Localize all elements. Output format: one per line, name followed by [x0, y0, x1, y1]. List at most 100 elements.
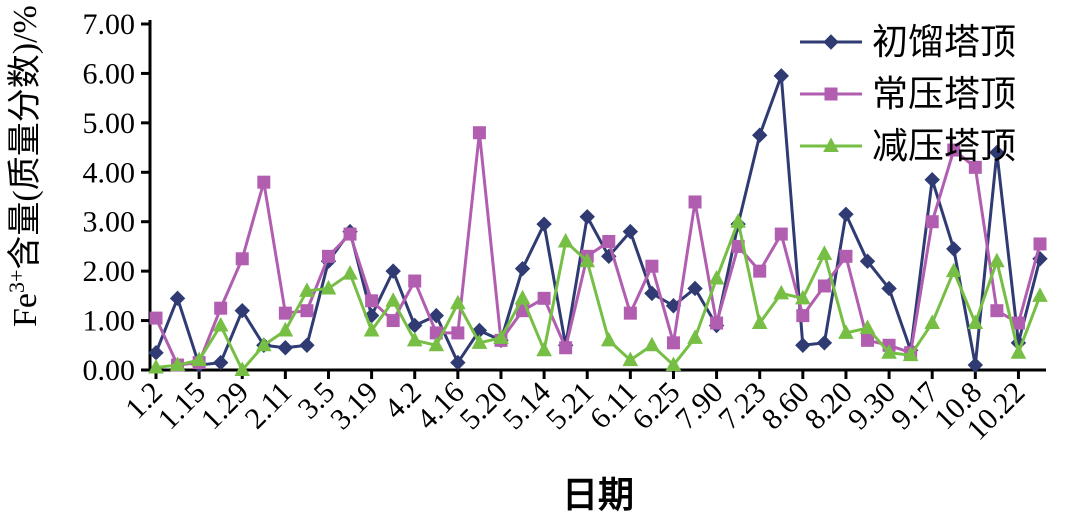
axis-titles: 日期 Fe3+含量(质量分数)/% [4, 5, 634, 515]
y-tick-label: 4.00 [83, 156, 136, 189]
y-tick-label: 1.00 [83, 305, 136, 338]
legend-label: 常压塔顶 [872, 74, 1016, 114]
triangle-marker-icon [169, 356, 186, 372]
triangle-marker-icon [989, 252, 1005, 268]
data-series [148, 68, 1048, 376]
legend-label: 减压塔顶 [872, 126, 1016, 166]
diamond-marker-icon [795, 337, 811, 353]
square-marker-icon [645, 259, 659, 273]
square-marker-icon [824, 87, 838, 101]
triangle-marker-icon [385, 292, 402, 307]
legend-label: 初馏塔顶 [872, 22, 1016, 62]
triangle-marker-icon [514, 289, 531, 305]
triangle-marker-icon [644, 336, 660, 352]
square-marker-icon [990, 304, 1004, 318]
square-marker-icon [149, 311, 163, 325]
triangle-marker-icon [838, 324, 854, 339]
triangle-marker-icon [687, 329, 703, 344]
square-marker-icon [796, 309, 810, 323]
y-tick-label: 6.00 [83, 57, 136, 90]
triangle-marker-icon [967, 314, 984, 330]
triangle-marker-icon [773, 284, 790, 300]
diamond-marker-icon [514, 260, 531, 277]
x-axis-title: 日期 [562, 475, 634, 515]
square-marker-icon [925, 215, 939, 229]
diamond-marker-icon [212, 354, 229, 371]
triangle-marker-icon [902, 346, 919, 362]
y-tick-label: 3.00 [83, 206, 136, 239]
diamond-marker-icon [169, 290, 186, 307]
triangle-marker-icon [191, 351, 207, 367]
diamond-marker-icon [881, 280, 897, 297]
square-marker-icon [666, 336, 680, 350]
y-tick-label: 5.00 [83, 107, 136, 140]
diamond-marker-icon [823, 34, 839, 50]
triangle-marker-icon [794, 289, 811, 305]
diamond-marker-icon [299, 337, 315, 353]
diamond-marker-icon [967, 357, 984, 373]
triangle-marker-icon [816, 245, 833, 260]
square-marker-icon [947, 143, 961, 157]
y-tick-label: 0.00 [83, 354, 136, 387]
triangle-marker-icon [859, 319, 876, 334]
square-marker-icon [257, 175, 271, 189]
diamond-marker-icon [816, 335, 833, 351]
y-axis-title: Fe3+含量(质量分数)/% [4, 5, 44, 327]
diamond-marker-icon [450, 354, 466, 371]
triangle-marker-icon [881, 344, 897, 359]
triangle-marker-icon [212, 316, 229, 332]
diamond-marker-icon [622, 223, 639, 240]
triangle-marker-icon [1032, 287, 1048, 302]
triangle-marker-icon [471, 334, 488, 349]
square-marker-icon [537, 291, 551, 305]
square-marker-icon [839, 249, 853, 263]
x-axis-ticks: 1.21.151.292.113.53.194.24.165.205.145.2… [119, 370, 1031, 447]
triangle-marker-icon [277, 321, 294, 337]
square-marker-icon [817, 279, 831, 293]
triangle-marker-icon [450, 294, 466, 310]
square-marker-icon [278, 306, 292, 320]
square-marker-icon [968, 160, 982, 174]
square-marker-icon [1033, 237, 1047, 251]
square-marker-icon [321, 249, 335, 263]
triangle-marker-icon [406, 331, 423, 347]
diamond-marker-icon [687, 280, 703, 297]
y-axis-ticks: 0.00 1.00 2.00 3.00 4.00 5.00 6.00 7.00 [83, 8, 150, 387]
triangle-marker-icon [708, 270, 725, 285]
square-marker-icon [861, 333, 875, 347]
square-marker-icon [300, 304, 314, 318]
diamond-marker-icon [838, 206, 854, 223]
triangle-marker-icon [536, 341, 552, 357]
diamond-marker-icon [859, 253, 876, 269]
y-tick-label: 2.00 [83, 255, 136, 288]
x-tick-label: 3.19 [324, 376, 384, 436]
diamond-marker-icon [644, 285, 660, 302]
triangle-marker-icon [1010, 344, 1027, 359]
square-marker-icon [1011, 316, 1025, 330]
triangle-marker-icon [234, 361, 251, 376]
square-marker-icon [753, 264, 767, 278]
square-marker-icon [472, 126, 486, 140]
diamond-marker-icon [536, 216, 552, 232]
diamond-marker-icon [946, 241, 962, 257]
triangle-marker-icon [823, 137, 839, 152]
triangle-marker-icon [557, 232, 574, 248]
triangle-marker-icon [493, 329, 509, 344]
legend-item: 常压塔顶 [800, 74, 1016, 114]
diamond-marker-icon [277, 340, 294, 356]
diamond-marker-icon [428, 307, 445, 324]
square-marker-icon [688, 195, 702, 209]
legend-item: 初馏塔顶 [800, 22, 1016, 62]
diamond-marker-icon [924, 171, 940, 188]
square-marker-icon [235, 252, 249, 266]
square-marker-icon [623, 306, 637, 320]
y-tick-label: 7.00 [83, 8, 136, 41]
square-marker-icon [559, 341, 573, 355]
diamond-marker-icon [751, 127, 768, 143]
square-marker-icon [774, 227, 788, 241]
square-marker-icon [365, 294, 379, 308]
diamond-marker-icon [989, 144, 1005, 161]
diamond-marker-icon [234, 302, 250, 319]
